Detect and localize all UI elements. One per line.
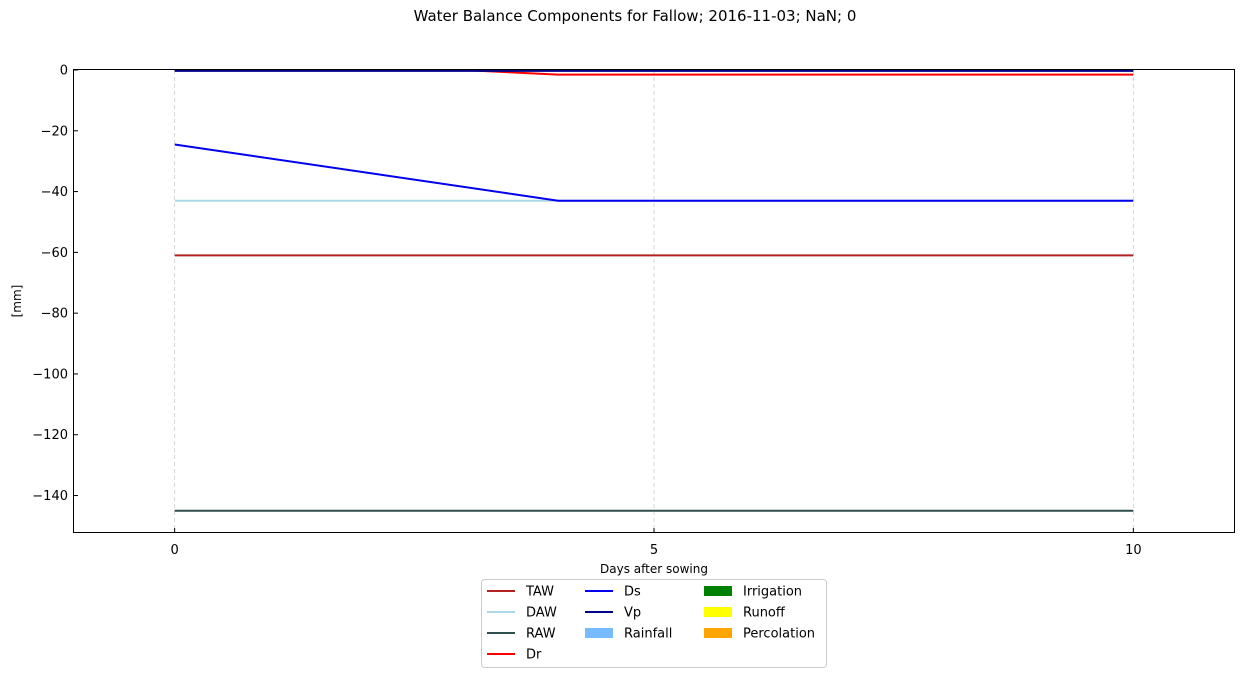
legend-box [481, 579, 827, 668]
y-tick-label-7: −140 [32, 489, 68, 504]
axis-ticks: 0 5 10 0 −20 −40 −60 −80 −100 −120 −140 [32, 64, 1141, 559]
legend-label-irrigation: Irrigation [743, 585, 802, 600]
x-grid [174, 70, 1134, 532]
x-axis-label: Days after sowing [600, 562, 708, 576]
legend-label-runoff: Runoff [743, 606, 786, 621]
legend-label-taw: TAW [525, 585, 554, 600]
chart-title: Water Balance Components for Fallow; 201… [414, 7, 857, 25]
legend-swatch-runoff [704, 607, 732, 617]
y-tick-label-6: −120 [32, 428, 68, 443]
series-ds-line [174, 143, 1134, 202]
legend-label-vp: Vp [624, 606, 641, 621]
legend-label-percolation: Percolation [743, 627, 815, 642]
plot-frame [73, 69, 1235, 533]
legend-swatch-irrigation [704, 586, 732, 596]
y-tick-label-5: −100 [32, 367, 68, 382]
x-tick-label-0: 0 [171, 543, 179, 558]
x-tick-label-1: 5 [650, 543, 658, 558]
y-tick-label-1: −20 [41, 124, 68, 139]
legend-label-rainfall: Rainfall [624, 627, 672, 642]
legend: TAW DAW RAW Dr Ds Vp Rainfall Irrigation Runoff P… [481, 579, 827, 668]
legend-swatch-rainfall [585, 628, 613, 638]
x-tick-label-2: 10 [1125, 543, 1142, 558]
legend-swatch-percolation [704, 628, 732, 638]
y-tick-label-2: −40 [41, 185, 68, 200]
y-tick-label-4: −80 [41, 307, 68, 322]
legend-label-ds: Ds [624, 585, 641, 600]
legend-label-dr: Dr [526, 648, 542, 663]
y-tick-label-0: 0 [60, 64, 68, 79]
y-axis-label: [mm] [10, 285, 24, 318]
legend-label-raw: RAW [526, 627, 556, 642]
y-tick-label-3: −60 [41, 246, 68, 261]
legend-label-daw: DAW [526, 606, 557, 621]
